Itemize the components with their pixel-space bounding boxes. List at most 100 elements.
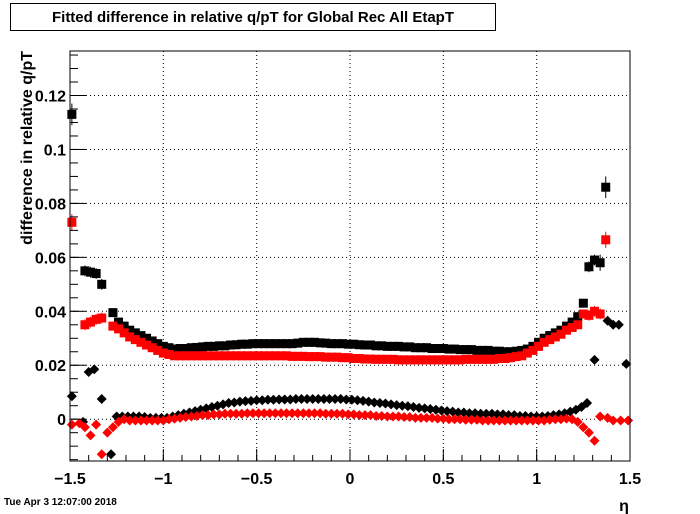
data-point-square <box>444 355 454 365</box>
x-tick-label: −0.5 <box>241 471 273 488</box>
data-point-square <box>539 337 549 347</box>
data-point-diamond <box>313 393 324 404</box>
data-points <box>66 109 634 460</box>
data-point-square <box>304 337 314 347</box>
data-point-square <box>158 341 168 351</box>
data-point-square <box>125 325 135 335</box>
data-point-square <box>433 355 443 365</box>
data-point-diamond <box>320 408 331 419</box>
data-point-square <box>489 354 499 364</box>
data-point-diamond <box>578 422 589 433</box>
data-point-square <box>338 339 348 349</box>
data-point-square <box>237 351 247 361</box>
data-point-square <box>567 322 577 332</box>
data-point-diamond <box>555 414 566 425</box>
x-tick-labels: −1.5 −1 −0.5 0 0.5 1 1.5 <box>54 471 641 488</box>
data-point-diamond <box>331 408 342 419</box>
data-point-square <box>282 351 292 361</box>
data-point-diamond <box>449 414 460 425</box>
data-point-square <box>388 354 398 364</box>
data-point-square <box>573 312 583 322</box>
data-point-square <box>130 335 140 345</box>
data-point-square <box>170 351 180 361</box>
y-tick-label: 0.04 <box>35 304 66 321</box>
y-tick-label: 0.08 <box>35 196 66 213</box>
data-point-diamond <box>275 408 286 419</box>
data-point-diamond <box>359 410 370 421</box>
data-point-square <box>422 343 432 353</box>
chart-title: Fitted difference in relative q/pT for G… <box>10 3 496 31</box>
data-point-square <box>338 353 348 363</box>
data-point-square <box>147 336 157 346</box>
data-point-square <box>91 314 101 324</box>
data-point-diamond <box>246 395 257 406</box>
data-point-square <box>119 321 129 331</box>
data-point-diamond <box>335 393 346 404</box>
timestamp: Tue Apr 3 12:07:00 2018 <box>4 497 117 508</box>
data-point-square <box>545 335 555 345</box>
data-point-diamond <box>223 398 234 409</box>
data-point-square <box>461 345 471 355</box>
data-point-square <box>293 351 303 361</box>
data-point-diamond <box>285 394 296 405</box>
data-point-diamond <box>302 393 313 404</box>
data-point-square <box>114 317 124 327</box>
data-point-square <box>584 262 594 272</box>
data-point-diamond <box>623 415 634 426</box>
data-point-diamond <box>287 408 298 419</box>
data-point-square <box>517 345 527 355</box>
data-point-square <box>377 341 387 351</box>
data-point-square <box>175 344 185 354</box>
data-point-square <box>371 341 381 351</box>
data-point-diamond <box>421 412 432 423</box>
data-point-diamond <box>135 415 146 426</box>
data-point-diamond <box>186 411 197 422</box>
y-tick-label: 0.06 <box>35 250 66 267</box>
data-point-square <box>377 354 387 364</box>
data-point-square <box>181 351 191 361</box>
data-point-square <box>298 337 308 347</box>
data-point-square <box>276 339 286 349</box>
data-point-square <box>315 338 325 348</box>
data-point-diamond <box>352 395 363 406</box>
data-point-diamond <box>152 415 163 426</box>
data-point-diamond <box>533 415 544 426</box>
data-point-square <box>394 341 404 351</box>
data-point-square <box>489 346 499 356</box>
data-point-diamond <box>346 394 357 405</box>
data-point-diamond <box>96 449 107 460</box>
data-point-square <box>97 313 107 323</box>
data-point-square <box>298 351 308 361</box>
data-point-diamond <box>410 412 421 423</box>
x-tick-label: 0.5 <box>432 471 454 488</box>
data-point-square <box>584 310 594 320</box>
data-point-diamond <box>399 412 410 423</box>
data-point-diamond <box>494 415 505 426</box>
data-point-square <box>136 337 146 347</box>
y-tick-labels: 0 0.02 0.04 0.06 0.08 0.1 0.12 <box>35 89 66 430</box>
data-point-diamond <box>483 415 494 426</box>
data-point-square <box>147 343 157 353</box>
data-point-diamond <box>130 415 141 426</box>
data-point-square <box>405 355 415 365</box>
data-point-diamond <box>516 415 527 426</box>
data-point-square <box>517 351 527 361</box>
data-point-square <box>203 341 213 351</box>
data-point-square <box>220 351 230 361</box>
data-point-diamond <box>438 413 449 424</box>
data-point-square <box>153 345 163 355</box>
data-point-square <box>231 351 241 361</box>
data-point-square <box>461 354 471 364</box>
data-point-square <box>304 352 314 362</box>
data-point-diamond <box>298 408 309 419</box>
data-point-diamond <box>147 415 158 426</box>
data-point-square <box>354 354 364 363</box>
data-point-diamond <box>337 408 348 419</box>
data-point-diamond <box>330 393 341 404</box>
y-tick-label: 0.02 <box>35 358 66 375</box>
data-point-diamond <box>343 409 354 420</box>
data-point-diamond <box>415 412 426 423</box>
data-point-diamond <box>279 394 290 405</box>
data-point-diamond <box>354 410 365 421</box>
x-tick-label: 0 <box>346 471 355 488</box>
